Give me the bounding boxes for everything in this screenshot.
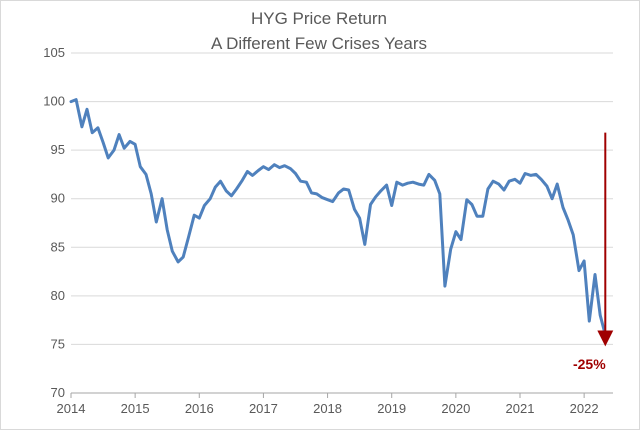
- x-tick-label: 2020: [441, 401, 470, 416]
- x-tick-label: 2019: [377, 401, 406, 416]
- x-tick-label: 2016: [185, 401, 214, 416]
- x-tick-label: 2021: [506, 401, 535, 416]
- x-tick-label: 2017: [249, 401, 278, 416]
- y-tick-label: 75: [51, 336, 65, 351]
- y-tick-label: 105: [43, 45, 65, 60]
- series-line-0: [69, 98, 607, 337]
- annotation-layer: -25%: [573, 132, 614, 372]
- axes: 70 75 80 85 90 95 100 105 2014 2015 2016 2017 2018 20…: [43, 45, 613, 416]
- x-tick-label: 2018: [313, 401, 342, 416]
- chart-title: HYG Price Return: [251, 9, 387, 28]
- y-tick-label: 85: [51, 239, 65, 254]
- y-tick-label: 90: [51, 191, 65, 206]
- x-tick-label: 2014: [57, 401, 86, 416]
- series-layer: [69, 98, 607, 337]
- y-tick-label: 80: [51, 288, 65, 303]
- decline-label: -25%: [573, 356, 606, 372]
- y-tick-label: 70: [51, 385, 65, 400]
- y-tick-label: 95: [51, 142, 65, 157]
- y-tick-label: 100: [43, 94, 65, 109]
- chart-subtitle: A Different Few Crises Years: [211, 34, 427, 53]
- x-tick-label: 2022: [570, 401, 599, 416]
- x-tick-label: 2015: [121, 401, 150, 416]
